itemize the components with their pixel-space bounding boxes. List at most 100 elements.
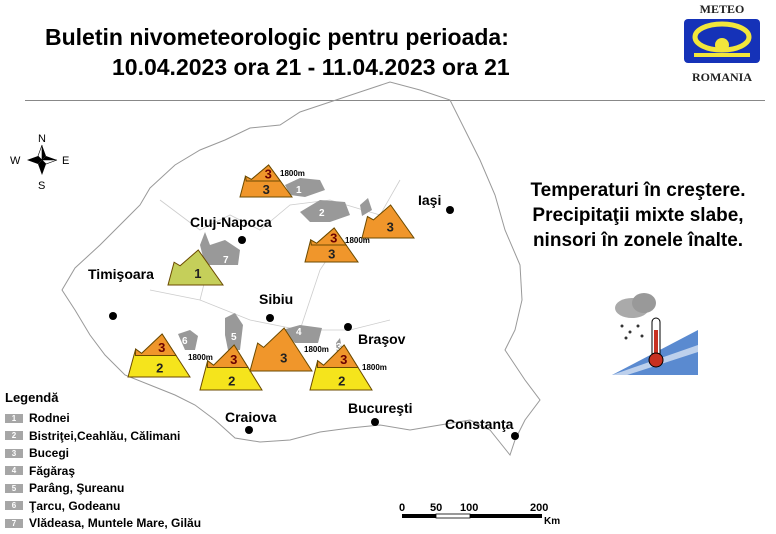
legend-item: 6 Ţarcu, Godeanu xyxy=(5,499,120,513)
forecast-line: Temperaturi în creştere. xyxy=(530,180,746,201)
mountain-triangle-upper xyxy=(244,164,282,182)
city-dot xyxy=(446,206,454,214)
legend-label: Bistriţei,Ceahlău, Călimani xyxy=(29,428,181,443)
avalanche-risk-marker: 3 xyxy=(361,204,415,239)
risk-level-below: 2 xyxy=(156,361,163,376)
legend-swatch: 3 xyxy=(5,448,23,458)
mountain-triangle xyxy=(249,327,313,372)
county-borders xyxy=(149,179,401,331)
scale-200: 200 xyxy=(530,502,548,514)
legend-item: 2 Bistriţei,Ceahlău, Călimani xyxy=(5,429,180,443)
city-dot xyxy=(371,418,379,426)
risk-level: 1 xyxy=(194,266,201,281)
legend-label: Bucegi xyxy=(29,446,70,460)
svg-text:4: 4 xyxy=(296,327,302,338)
city-label: Timişoara xyxy=(88,266,154,282)
risk-level-above: 3 xyxy=(340,352,347,367)
risk-level-below: 3 xyxy=(328,247,335,262)
city-dot xyxy=(109,312,117,320)
mountain-triangle-upper xyxy=(310,227,348,246)
divider xyxy=(25,100,765,101)
legend-label: Făgăraş xyxy=(29,463,76,478)
compass-n: N xyxy=(38,133,46,145)
risk-level-below: 2 xyxy=(228,374,235,389)
compass-e: E xyxy=(62,155,69,167)
city-label: Craiova xyxy=(225,409,277,425)
city-dot xyxy=(511,432,519,440)
forecast-line: Precipitaţii mixte slabe, xyxy=(532,205,744,226)
city-label: Constanţa xyxy=(445,416,514,432)
zone-5-parang xyxy=(225,313,243,350)
svg-text:3: 3 xyxy=(336,342,342,353)
risk-level-below: 3 xyxy=(263,182,270,197)
legend-label: Vlădeasa, Muntele Mare, Gilău xyxy=(29,516,202,530)
risk-level: 3 xyxy=(387,219,394,234)
altitude-label: 1800m xyxy=(188,353,213,362)
legend-item: 3 Bucegi xyxy=(5,446,69,460)
zone-1-rodnei xyxy=(285,178,325,197)
legend-item: 5 Parâng, Şureanu xyxy=(5,481,124,495)
risk-level: 3 xyxy=(280,350,287,365)
svg-text:2: 2 xyxy=(319,208,325,219)
city-label: Bucureşti xyxy=(348,400,413,416)
mountain-triangle xyxy=(361,204,415,239)
scale-bar: 0 50 100 200 Km xyxy=(399,502,560,527)
city-label: Sibiu xyxy=(259,291,293,307)
logo-icon xyxy=(684,19,760,63)
country-border xyxy=(61,81,541,457)
legend-swatch: 6 xyxy=(5,501,23,510)
scale-unit: Km xyxy=(544,516,560,527)
zone-2-bistritei xyxy=(300,198,372,222)
legend-item: 7 Vlădeasa, Muntele Mare, Gilău xyxy=(5,516,201,530)
avalanche-risk-marker: 3 1800m xyxy=(249,327,329,372)
zone-6-tarcu xyxy=(178,330,198,350)
bulletin-title: Buletin nivometeorologic pentru perioada… xyxy=(45,24,509,50)
logo-bottom-text: ROMANIA xyxy=(692,70,752,84)
risk-level-above: 3 xyxy=(330,230,337,245)
altitude-label: 1800m xyxy=(304,345,329,354)
city-markers: Cluj-Napoca Timişoara Sibiu Braşov Iaşi Craio… xyxy=(88,192,519,440)
svg-text:5: 5 xyxy=(231,332,237,343)
scale-50: 50 xyxy=(430,502,442,514)
compass-w: W xyxy=(10,155,21,167)
risk-level-above: 3 xyxy=(230,352,237,367)
risk-level-below: 2 xyxy=(338,374,345,389)
meteo-romania-logo: METEO ROMANIA xyxy=(682,2,762,85)
mountain-triangle-upper xyxy=(134,333,177,356)
city-dot xyxy=(344,323,352,331)
zone-numbers: 1 2 7 5 4 6 3 xyxy=(182,185,342,353)
city-dot xyxy=(238,236,246,244)
mountain-triangle-upper xyxy=(206,344,249,368)
svg-text:7: 7 xyxy=(223,255,229,266)
legend-label: Parâng, Şureanu xyxy=(29,481,125,495)
scale-100: 100 xyxy=(460,502,478,514)
avalanche-risk-marker: 3 2 1800m xyxy=(309,344,387,391)
risk-level-above: 3 xyxy=(158,340,165,355)
legend-item: 4 Făgăraş xyxy=(5,464,75,478)
legend-label: Ţarcu, Godeanu xyxy=(29,498,121,513)
compass-s: S xyxy=(38,180,45,192)
mountain-zones xyxy=(178,178,372,354)
bulletin-period: 10.04.2023 ora 21 - 11.04.2023 ora 21 xyxy=(112,54,510,80)
city-label: Braşov xyxy=(358,331,406,347)
snow-rain-cloud-thermometer-icon xyxy=(612,293,698,380)
legend-swatch: 7 xyxy=(5,518,23,528)
zone-4-fagaras xyxy=(282,325,322,343)
avalanche-risk-marker: 1 xyxy=(167,249,224,286)
svg-text:1: 1 xyxy=(296,185,302,196)
legend-swatch: 5 xyxy=(5,483,23,493)
altitude-label: 1800m xyxy=(362,363,387,372)
city-dot xyxy=(266,314,274,322)
legend-label: Rodnei xyxy=(29,411,70,425)
forecast-line: ninsori în zonele înalte. xyxy=(532,230,744,251)
city-label: Iaşi xyxy=(418,192,441,208)
city-dot xyxy=(245,426,253,434)
legend-item: 1 Rodnei xyxy=(5,411,70,425)
legend-swatch: 1 xyxy=(5,413,23,423)
forecast-text: Temperaturi în creştere. Precipitaţii mi… xyxy=(490,178,776,253)
logo-top-text: METEO xyxy=(699,2,745,16)
altitude-label: 1800m xyxy=(280,169,305,178)
